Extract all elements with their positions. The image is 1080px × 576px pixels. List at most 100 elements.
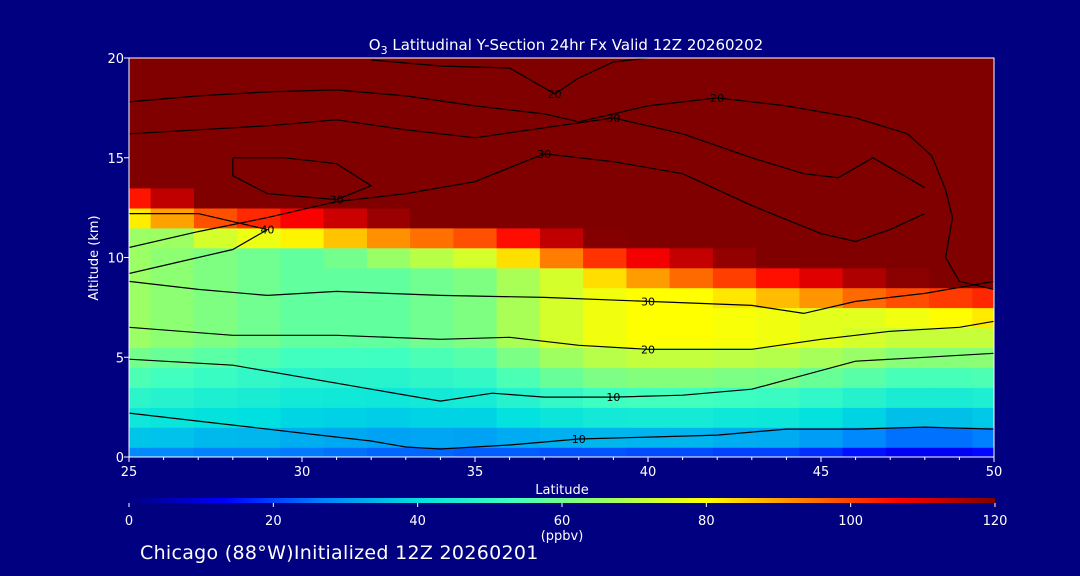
field-cell — [496, 407, 541, 428]
field-cell — [323, 347, 368, 369]
field-cell — [193, 68, 238, 89]
field-cell — [323, 267, 368, 289]
field-cell — [129, 247, 152, 269]
colorbar-tick-label: 60 — [554, 514, 571, 529]
field-cell — [410, 427, 455, 448]
field-cell — [929, 107, 974, 129]
field-cell — [237, 387, 282, 408]
field-cell — [583, 107, 628, 129]
field-cell — [496, 187, 541, 209]
field-cell — [237, 107, 282, 129]
field-cell — [280, 87, 325, 109]
field-cell — [237, 407, 282, 428]
field-cell — [885, 387, 930, 408]
field-cell — [280, 207, 325, 229]
field-cell — [842, 167, 887, 189]
field-cell — [799, 58, 844, 69]
field-cell — [150, 58, 195, 69]
field-cell — [626, 207, 671, 229]
field-cell — [237, 127, 282, 149]
contour-label: 10 — [606, 391, 620, 404]
field-cell — [929, 327, 974, 348]
field-cell — [237, 87, 282, 109]
field-cell — [366, 447, 411, 457]
field-cell — [842, 427, 887, 448]
field-cell — [842, 68, 887, 89]
field-cell — [929, 427, 974, 448]
field-cell — [237, 187, 282, 209]
field-cell — [712, 347, 757, 369]
field-cell — [237, 287, 282, 309]
field-cell — [539, 347, 584, 369]
field-cell — [885, 267, 930, 289]
y-tick-label: 5 — [116, 351, 124, 366]
field-cell — [756, 407, 801, 428]
field-cell — [366, 187, 411, 209]
field-cell — [129, 127, 152, 149]
field-cell — [799, 347, 844, 369]
field-cell — [842, 267, 887, 289]
colorbar — [129, 498, 995, 503]
field-cell — [799, 287, 844, 309]
field-cell — [756, 287, 801, 309]
field-cell — [842, 58, 887, 69]
field-cell — [972, 407, 994, 428]
field-cell — [626, 407, 671, 428]
field-cell — [626, 127, 671, 149]
field-cell — [193, 367, 238, 388]
field-cell — [583, 187, 628, 209]
field-cell — [280, 187, 325, 209]
field-cell — [626, 367, 671, 388]
x-tick-label: 25 — [121, 465, 138, 480]
field-cell — [842, 187, 887, 209]
field-cell — [799, 187, 844, 209]
field-cell — [799, 387, 844, 408]
field-cell — [712, 127, 757, 149]
field-cell — [410, 387, 455, 408]
field-cell — [972, 427, 994, 448]
field-cell — [237, 347, 282, 369]
field-cell — [539, 247, 584, 269]
field-cell — [626, 227, 671, 249]
field-cell — [323, 227, 368, 249]
field-cell — [453, 68, 498, 89]
field-cell — [129, 58, 152, 69]
field-cell — [756, 207, 801, 229]
field-cell — [129, 87, 152, 109]
field-cell — [842, 347, 887, 369]
field-cell — [496, 147, 541, 169]
x-tick-label: 35 — [467, 465, 484, 480]
field-cell — [539, 187, 584, 209]
field-cell — [929, 68, 974, 89]
field-cell — [453, 447, 498, 457]
field-cell — [842, 207, 887, 229]
contour-line — [129, 352, 994, 402]
field-cell — [669, 387, 714, 408]
field-cell — [669, 147, 714, 169]
field-cell — [496, 367, 541, 388]
field-cell — [799, 87, 844, 109]
field-cell — [410, 107, 455, 129]
contour-line — [129, 320, 994, 350]
field-cell — [885, 147, 930, 169]
field-cell — [539, 68, 584, 89]
chart-title: O3 Latitudinal Y-Section 24hr Fx Valid 1… — [369, 36, 763, 57]
field-cell — [366, 347, 411, 369]
field-cell — [453, 287, 498, 309]
field-cell — [929, 287, 974, 309]
field-cell — [323, 187, 368, 209]
field-cell — [712, 207, 757, 229]
field-cell — [712, 387, 757, 408]
field-cell — [193, 167, 238, 189]
colorbar-tick-label: 40 — [409, 514, 426, 529]
ozone-field — [129, 58, 994, 457]
field-cell — [626, 387, 671, 408]
field-cell — [366, 267, 411, 289]
field-cell — [929, 227, 974, 249]
field-cell — [193, 227, 238, 249]
field-cell — [972, 367, 994, 388]
field-cell — [885, 427, 930, 448]
field-cell — [453, 87, 498, 109]
field-cell — [669, 127, 714, 149]
field-cell — [929, 307, 974, 329]
